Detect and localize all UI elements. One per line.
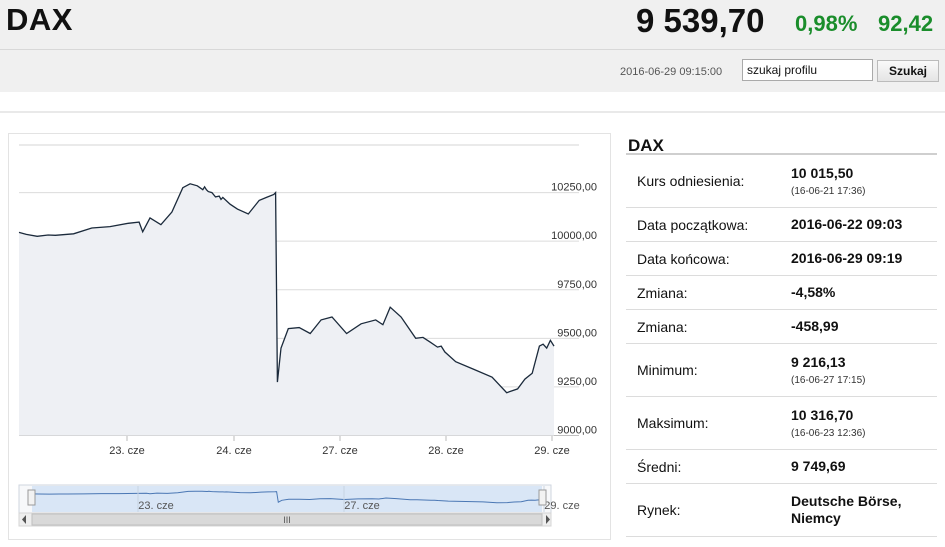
info-row: Data początkowa: 2016-06-22 09:03 (626, 208, 937, 242)
info-row: Minimum: 9 216,13 (16-06-27 17:15) (626, 344, 937, 397)
navigator-left-handle[interactable] (27, 489, 36, 506)
price-chart[interactable]: 10250,00 10000,00 9750,00 9500,00 9250,00 900… (9, 134, 610, 539)
info-value: 9 216,13 (16-06-27 17:15) (791, 354, 937, 387)
x-axis-labels: 23. cze 24. cze 27. cze 28. cze 29. cze (109, 436, 570, 457)
y-tick-label: 10000,00 (551, 230, 597, 242)
info-row: Rynek: Deutsche Börse, Niemcy (626, 484, 937, 537)
info-panel: DAX Kurs odniesienia: 10 015,50 (16-06-21 … (626, 128, 937, 537)
y-tick-label: 10250,00 (551, 182, 597, 194)
info-value: 2016-06-22 09:03 (791, 216, 937, 233)
info-row: Zmiana: -4,58% (626, 276, 937, 310)
info-row: Kurs odniesienia: 10 015,50 (16-06-21 17:3… (626, 155, 937, 208)
navigator-line (31, 490, 543, 504)
x-tick-label: 24. cze (216, 445, 251, 457)
info-label: Rynek: (637, 502, 681, 518)
section-divider (0, 111, 945, 113)
scrollbar-thumb[interactable] (31, 513, 543, 526)
info-row: Średni: 9 749,69 (626, 450, 937, 484)
scroll-right-arrow-icon[interactable] (546, 515, 550, 524)
info-label: Data końcowa: (637, 250, 730, 267)
info-label: Minimum: (637, 362, 698, 378)
info-value-text: 9 749,69 (791, 458, 846, 474)
x-tick-label: 28. cze (428, 445, 463, 457)
navigator-label: 29. cze (544, 500, 579, 512)
info-label: Zmiana: (637, 318, 688, 335)
header-bar: DAX 9 539,70 0,98% 92,42 2016-06-29 09:1… (0, 0, 945, 92)
navigator-right-handle[interactable] (538, 489, 547, 506)
price-area (19, 183, 554, 436)
info-value-text: Deutsche Börse, Niemcy (791, 493, 902, 526)
info-value-timestamp: (16-06-27 17:15) (791, 374, 866, 386)
info-table: Kurs odniesienia: 10 015,50 (16-06-21 17:3… (626, 155, 937, 537)
x-tick-label: 29. cze (534, 445, 569, 457)
info-label: Kurs odniesienia: (637, 173, 745, 189)
info-value: Deutsche Börse, Niemcy (791, 493, 937, 527)
y-tick-label: 9000,00 (557, 425, 597, 437)
info-label: Data początkowa: (637, 216, 749, 233)
change-absolute: 92,42 (878, 11, 934, 36)
info-value-text: 10 316,70 (791, 406, 854, 423)
y-tick-label: 9750,00 (557, 279, 597, 291)
info-title: DAX (626, 128, 937, 155)
info-value: 10 316,70 (16-06-23 12:36) (791, 407, 937, 440)
y-tick-label: 9250,00 (557, 376, 597, 388)
info-value-text: -4,58% (791, 284, 836, 300)
info-label: Średni: (637, 458, 682, 475)
info-value-text: 9 216,13 (791, 353, 846, 370)
index-title: DAX (6, 2, 73, 37)
info-value-text: -458,99 (791, 318, 839, 334)
current-price: 9 539,70 (636, 2, 765, 39)
info-value-timestamp: (16-06-21 17:36) (791, 185, 866, 197)
scroll-left-arrow-icon[interactable] (22, 515, 26, 524)
info-value: 10 015,50 (16-06-21 17:36) (791, 165, 937, 198)
info-value: -4,58% (791, 284, 937, 301)
x-tick-label: 27. cze (322, 445, 357, 457)
y-tick-label: 9500,00 (557, 327, 597, 339)
chart-panel: 10250,00 10000,00 9750,00 9500,00 9250,00 900… (8, 133, 611, 540)
search-button[interactable]: Szukaj (877, 60, 939, 82)
navigator-label: 27. cze (344, 500, 379, 512)
navigator-labels: 23. cze 27. cze 29. cze (137, 486, 580, 512)
header-divider (0, 49, 945, 50)
info-row: Zmiana: -458,99 (626, 310, 937, 344)
scrollbar-grip: III (283, 515, 291, 525)
price-line (18, 183, 555, 394)
info-value: -458,99 (791, 318, 937, 335)
search-input[interactable] (742, 59, 873, 81)
quote-timestamp: 2016-06-29 09:15:00 (620, 66, 723, 78)
info-value-text: 2016-06-29 09:19 (791, 250, 903, 266)
info-value: 2016-06-29 09:19 (791, 250, 937, 267)
x-tick-label: 23. cze (109, 445, 144, 457)
info-row: Data końcowa: 2016-06-29 09:19 (626, 242, 937, 276)
info-row: Maksimum: 10 316,70 (16-06-23 12:36) (626, 397, 937, 450)
navigator-label: 23. cze (138, 500, 173, 512)
info-value: 9 749,69 (791, 458, 937, 475)
info-value-text: 2016-06-22 09:03 (791, 216, 903, 232)
y-axis-labels: 10250,00 10000,00 9750,00 9500,00 9250,00 900… (551, 182, 597, 437)
info-label: Zmiana: (637, 284, 688, 301)
info-label: Maksimum: (637, 415, 709, 431)
change-percent: 0,98% (795, 11, 858, 36)
info-value-text: 10 015,50 (791, 164, 854, 181)
info-value-timestamp: (16-06-23 12:36) (791, 427, 866, 439)
